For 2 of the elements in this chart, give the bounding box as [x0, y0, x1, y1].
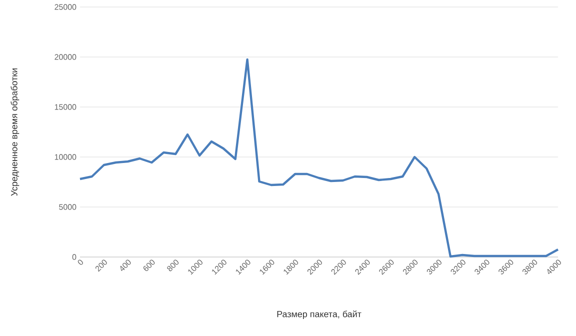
x-axis-title: Размер пакета, байт: [277, 310, 362, 320]
y-axis-title: Усредненное время обработки: [10, 68, 20, 196]
